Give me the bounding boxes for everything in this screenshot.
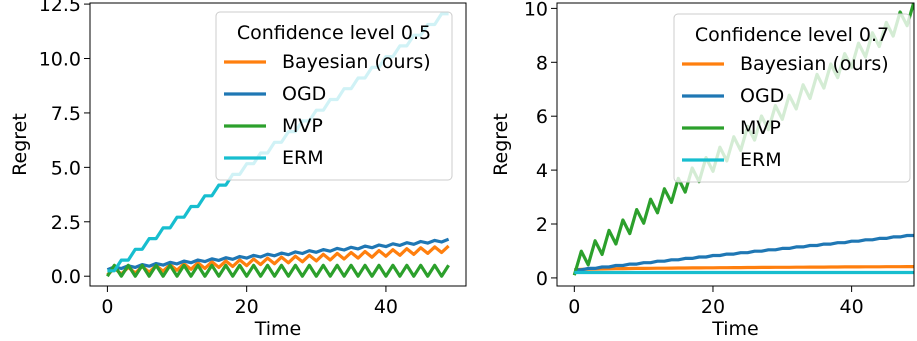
y-tick-label: 2.5: [51, 212, 81, 234]
y-tick-label: 10: [524, 0, 548, 20]
x-tick-label: 20: [235, 296, 259, 318]
legend: Confidence level 0.7 Bayesian (ours) OGD MV…: [673, 13, 911, 183]
y-tick-label: 12.5: [39, 0, 81, 16]
legend-title: Confidence level 0.7: [695, 24, 889, 46]
legend-box: [673, 13, 911, 183]
plot-frame: [556, 2, 915, 287]
legend-entry-label: Bayesian (ours): [740, 53, 889, 75]
y-tick-label: 0.0: [51, 266, 81, 288]
y-axis-label: Regret: [9, 113, 31, 176]
x-tick-label: 0: [101, 296, 113, 318]
legend: Confidence level 0.5 Bayesian (ours) OGD MV…: [215, 11, 453, 181]
y-tick-label: 2: [536, 214, 548, 236]
y-tick-label: 7.5: [51, 103, 81, 125]
y-tick-label: 5.0: [51, 157, 81, 179]
legend-entry-label: OGD: [740, 85, 784, 107]
legend-entry-label: Bayesian (ours): [282, 51, 431, 73]
plot-frame: [89, 2, 467, 287]
chart-panel-2: 0 20 40 0 2 4 6 8 10 Time Regret Confidence level 0…: [490, 0, 915, 340]
y-tick-label: 8: [536, 52, 548, 74]
legend-entry-label: ERM: [740, 149, 782, 171]
x-tick-label: 0: [568, 296, 580, 318]
y-tick-label: 6: [536, 106, 548, 128]
series-line-bayesian-ours: [106, 244, 450, 277]
chart-panel-1: 0 20 40 0.0 2.5 5.0 7.5 10.0 12.5 Time Regret Confi…: [9, 0, 467, 340]
y-tick-label: 4: [536, 160, 548, 182]
legend-entry-label: MVP: [740, 117, 781, 139]
legend-entry-label: MVP: [282, 115, 323, 137]
y-tick-label: 10.0: [39, 49, 81, 71]
x-tick-label: 20: [701, 296, 725, 318]
series-line-ogd: [106, 237, 450, 272]
x-axis-label: Time: [254, 318, 302, 340]
legend-entry-label: OGD: [282, 83, 326, 105]
x-tick-label: 40: [840, 296, 864, 318]
series-line-mvp: [106, 263, 450, 278]
legend-box: [215, 11, 453, 181]
y-axis-label: Regret: [490, 113, 512, 176]
series-line-bayesian-ours: [574, 265, 914, 272]
legend-entry-label: ERM: [282, 147, 324, 169]
x-axis-label: Time: [711, 318, 759, 340]
x-tick-label: 40: [374, 296, 398, 318]
y-tick-label: 0: [536, 268, 548, 290]
legend-title: Confidence level 0.5: [237, 22, 431, 44]
series-line-ogd: [574, 233, 914, 272]
